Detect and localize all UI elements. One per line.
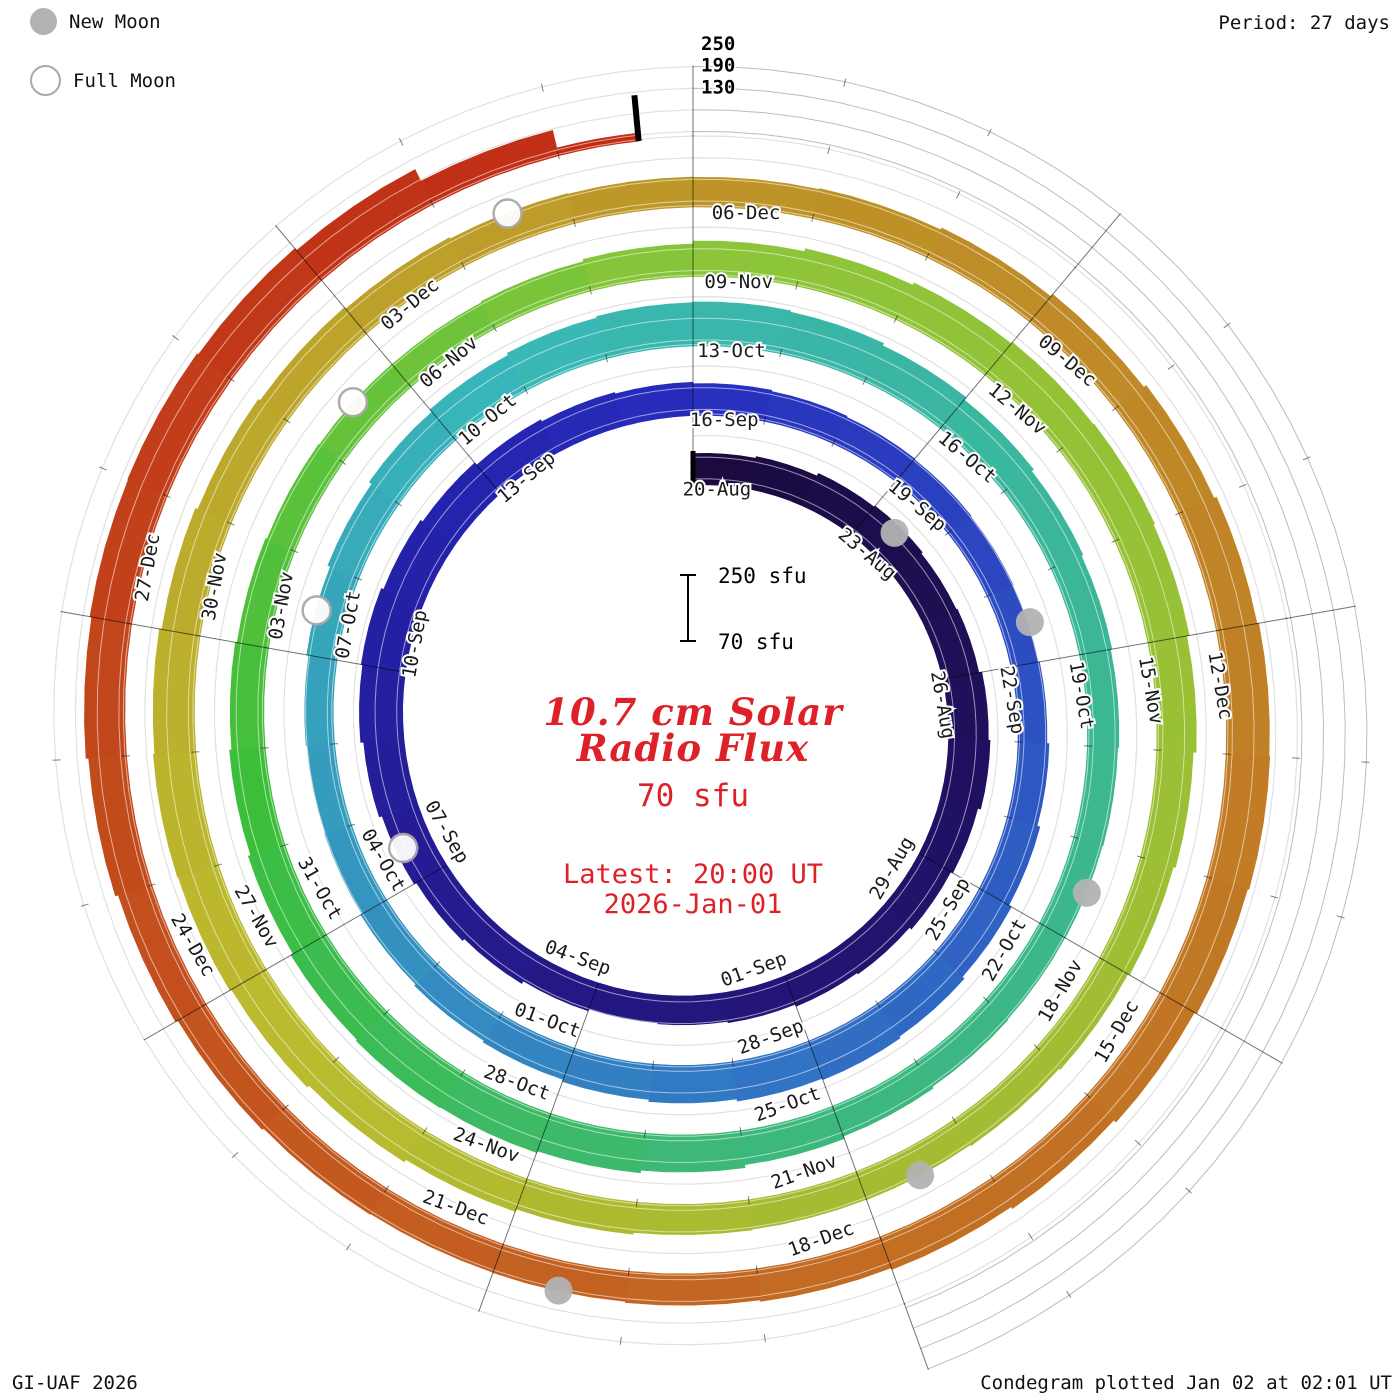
new-moon-marker <box>1015 608 1044 637</box>
flux-bar-day <box>832 1061 934 1137</box>
flux-axis-tick-label: 190 <box>701 55 735 77</box>
new-moon-marker <box>544 1276 573 1305</box>
flux-bar-day <box>953 1046 1060 1147</box>
full-moon-label: Full Moon <box>73 69 176 92</box>
flux-bar-day <box>879 1177 1012 1270</box>
credit-left: GI-UAF 2026 <box>12 1372 138 1394</box>
flux-bar-day <box>657 992 729 1026</box>
latest-date: 2026-Jan-01 <box>603 889 783 920</box>
new-moon-marker <box>1072 878 1101 907</box>
date-label: 09-Nov <box>704 271 773 293</box>
full-moon-marker <box>387 832 419 864</box>
flux-bar-day <box>832 416 916 482</box>
date-label: 20-Aug <box>683 478 752 500</box>
flux-bar-day <box>506 317 608 392</box>
date-label: 16-Sep <box>690 409 759 431</box>
current-flux-value: 70 sfu <box>637 778 749 814</box>
date-label: 06-Dec <box>712 202 781 224</box>
flux-bar-day <box>562 1047 654 1100</box>
flux-bar-day <box>582 243 694 292</box>
chart-title: 10.7 cm Solar Radio Flux <box>0 690 1386 770</box>
moon-markers <box>301 198 1101 1305</box>
flux-bar-day <box>596 302 694 360</box>
scale-bottom-label: 70 sfu <box>718 630 794 654</box>
new-moon-icon <box>30 8 57 35</box>
scale-bar: 250 sfu 70 sfu <box>680 564 807 654</box>
flux-bar-day <box>480 261 591 330</box>
day-ticks <box>52 65 1370 1371</box>
flux-bar-day <box>1114 524 1190 644</box>
flux-bar-day <box>640 1130 746 1173</box>
flux-bar-day <box>780 311 885 382</box>
credit-right: Condegram plotted Jan 02 at 02:01 UT <box>980 1372 1392 1394</box>
chart-title-line1: 10.7 cm Solar <box>543 690 843 734</box>
flux-axis-tick-label: 130 <box>701 76 735 98</box>
full-moon-marker <box>337 386 369 418</box>
legend-full-moon: Full Moon <box>30 65 176 96</box>
grid-overlay <box>53 66 1298 1346</box>
flux-bar-day <box>197 398 288 525</box>
flux-axis-tick-label: 250 <box>701 33 735 55</box>
flux-bar-day <box>648 1061 738 1104</box>
new-moon-label: New Moon <box>69 10 161 33</box>
flux-bar-day <box>1003 470 1084 569</box>
new-moon-marker <box>906 1161 935 1190</box>
date-label: 13-Oct <box>697 340 766 362</box>
new-moon-marker <box>880 518 909 547</box>
flux-bar-day <box>290 934 388 1041</box>
full-moon-marker <box>492 198 523 229</box>
flux-bar-day <box>812 188 942 258</box>
flux-bar-day <box>152 751 219 878</box>
flux-bar-day <box>266 443 344 552</box>
chart-title-line2: Radio Flux <box>576 726 810 770</box>
flux-bar-day <box>414 963 502 1042</box>
full-moon-icon <box>30 65 61 96</box>
flux-bar-day <box>855 1119 971 1201</box>
full-moon-marker <box>301 595 332 626</box>
scale-top-label: 250 sfu <box>718 564 807 588</box>
period-label: Period: 27 days <box>1218 12 1390 34</box>
legend-new-moon: New Moon <box>30 8 161 35</box>
flux-bar-day <box>368 411 457 505</box>
flux-bar-day <box>588 982 662 1024</box>
latest-time: Latest: 20:00 UT <box>562 859 824 890</box>
spiral-end-caps <box>631 94 696 485</box>
latest-observation: Latest: 20:00 UT 2026-Jan-01 <box>0 860 1386 920</box>
